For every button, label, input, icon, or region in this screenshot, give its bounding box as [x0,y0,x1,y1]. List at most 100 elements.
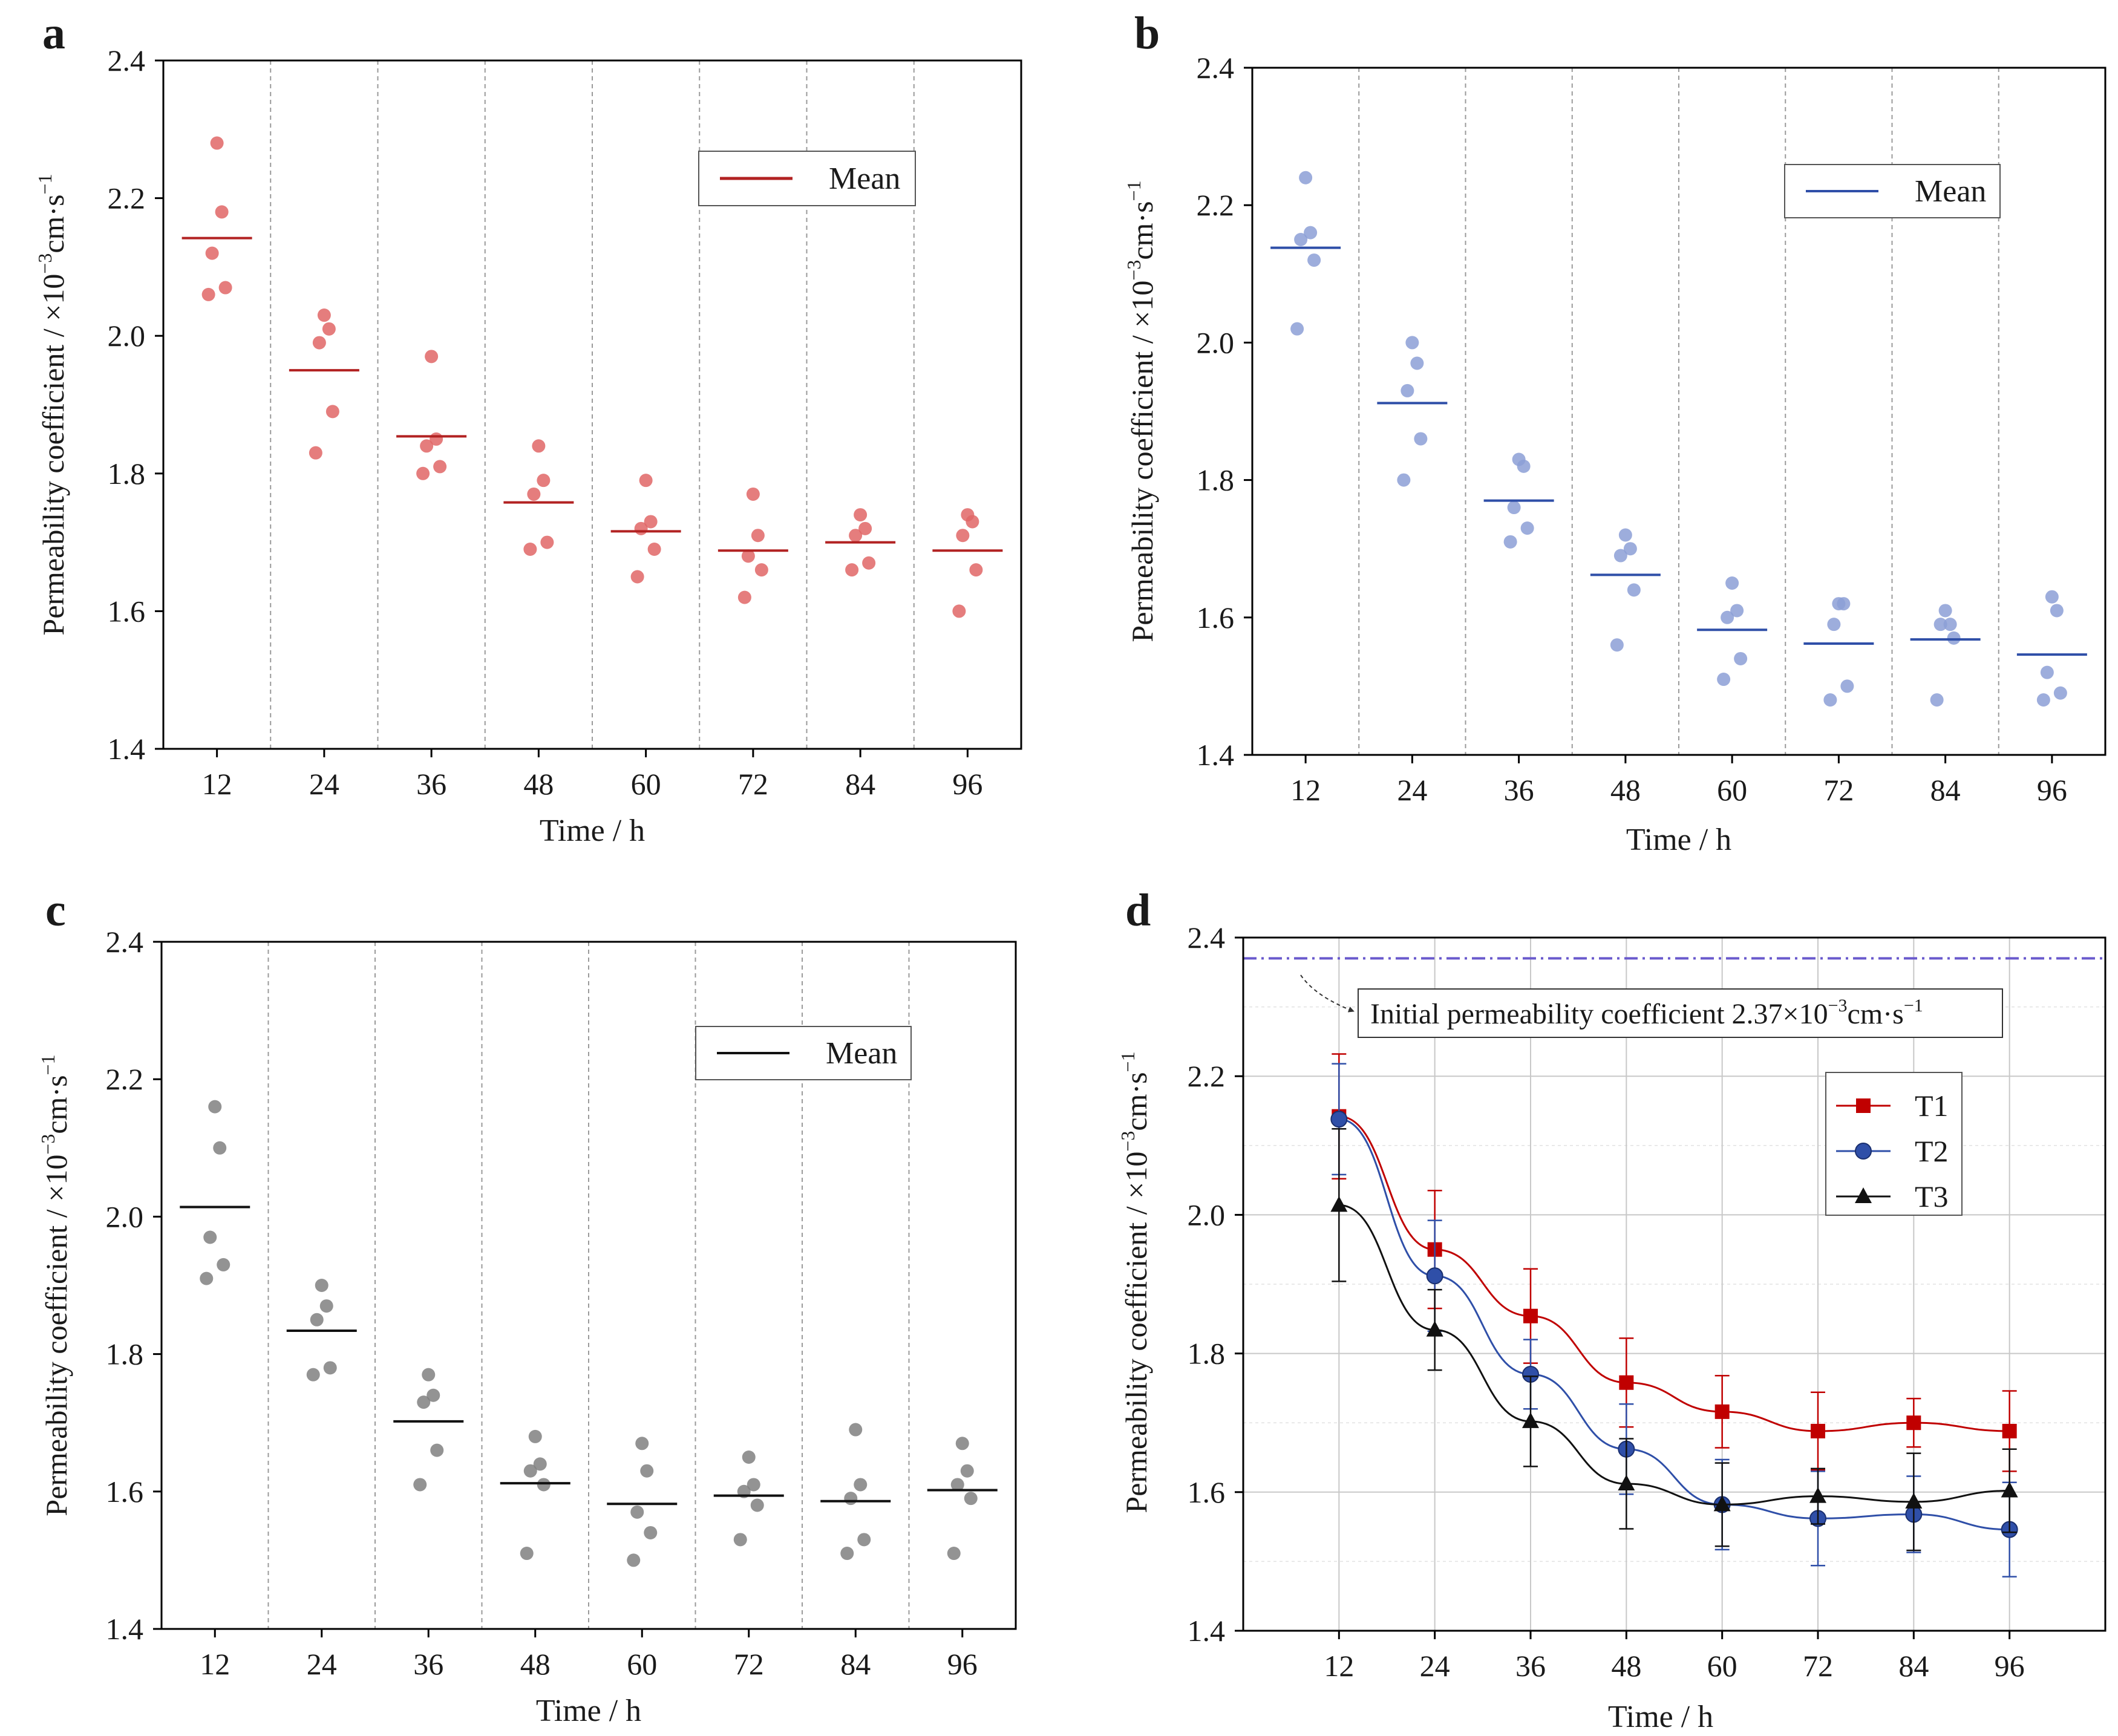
data-point [950,1478,964,1492]
x-tick-label: 72 [1823,773,1854,807]
data-point [537,474,551,488]
data-point [1294,233,1308,246]
data-point [417,1395,431,1409]
data-point [647,542,661,556]
x-tick-label: 48 [520,1647,551,1681]
x-tick-label: 12 [1324,1649,1354,1683]
data-point [520,1547,534,1561]
y-axis-label: Permeability coefficient / ×10−3cm·s−1 [34,174,70,635]
legend-label: T2 [1915,1134,1949,1168]
data-point [746,487,760,501]
data-point [532,439,546,453]
data-point [966,515,979,529]
y-tick-label: 2.0 [106,1199,144,1233]
data-point [845,563,859,577]
x-tick-label: 60 [1707,1649,1737,1683]
x-tick-label: 84 [1930,773,1961,807]
x-ticks: 12 24 36 48 60 72 84 96 [1324,1631,2025,1683]
data-point [1522,1412,1539,1428]
data-point [2050,604,2064,618]
x-tick-label: 48 [523,767,554,801]
data-point [2045,590,2059,604]
data-point [422,1368,436,1382]
data-point [1713,1495,1731,1512]
data-point [1619,1375,1634,1390]
data-point [1840,679,1854,693]
data-point [1410,356,1424,370]
legend-label: T3 [1915,1180,1949,1213]
x-axis-label: Time / h [1626,823,1731,857]
y-tick-label: 1.6 [1197,601,1235,635]
x-tick-label: 24 [309,767,339,801]
legend: Mean [1784,164,2001,218]
y-axis-label: Permeability coefficient / ×10−3cm·s−1 [1117,1051,1153,1513]
data-point [322,322,336,336]
data-point [430,1443,444,1457]
y-tick-label: 1.4 [106,1612,144,1646]
data-point [1933,618,1947,631]
data-point [1627,583,1641,597]
data-point [210,136,224,150]
y-ticks: 1.4 1.6 1.8 2.0 2.2 2.4 [108,44,163,766]
x-tick-label: 96 [952,767,982,801]
panel-letter: c [45,885,66,936]
annotation-arrow [1300,974,1355,1013]
data-point [416,466,430,480]
data-point [947,1547,961,1561]
data-point [215,205,229,219]
data-point [420,439,434,453]
y-tick-label: 2.2 [1197,188,1235,222]
data-point [527,487,541,501]
data-point [747,1478,760,1492]
y-ticks: 1.4 1.6 1.8 2.0 2.2 2.4 [1188,921,1243,1648]
data-point [425,350,439,364]
data-point [1930,693,1944,707]
panel-letter: d [1125,885,1151,936]
plot-frame [1251,67,2107,756]
data-point [310,1313,324,1326]
data-layer [1243,957,2105,1578]
data-point [528,1429,542,1443]
data-point [1623,542,1637,556]
legend-entries: T1 T2 T3 [1836,1089,1949,1213]
data-point [862,556,876,570]
data-point [537,1478,551,1492]
data-point [854,1478,868,1492]
data-point [325,405,339,419]
data-point [964,1492,978,1506]
data-point [754,563,768,577]
data-point [840,1547,854,1561]
data-point [433,460,447,474]
y-tick-label: 2.0 [1197,325,1235,359]
x-tick-label: 96 [1995,1649,2025,1683]
data-point [1613,549,1627,563]
data-point [1330,1111,1348,1128]
x-tick-label: 72 [738,767,768,801]
plot-frame [162,59,1022,750]
x-tick-label: 84 [840,1647,871,1681]
data-point [1414,432,1428,446]
y-axis-label: Permeability coefficient / ×10−3cm·s−1 [37,1054,73,1516]
data-point [1397,473,1411,487]
x-axis-label: Time / h [536,1694,641,1728]
data-point [533,1457,547,1471]
annotation-text: Initial permeability coefficient 2.37×10… [1370,996,1923,1030]
data-point [1823,693,1837,707]
data-layer [1270,171,2087,707]
data-layer [181,136,1003,618]
data-point [2002,1423,2017,1438]
legend-label: Mean [1915,174,1986,209]
x-ticks: 12 24 36 48 60 72 84 96 [200,1629,978,1681]
legend-marker [1856,1098,1871,1113]
data-point [1734,651,1748,665]
data-point [1304,226,1318,240]
legend-label: Mean [829,162,900,196]
x-tick-label: 60 [1717,773,1747,807]
y-tick-label: 2.4 [106,925,144,959]
data-point [523,1464,537,1478]
y-tick-label: 1.6 [108,594,146,628]
data-point [1426,1320,1443,1337]
data-point [733,1533,747,1547]
x-tick-label: 48 [1610,773,1641,807]
